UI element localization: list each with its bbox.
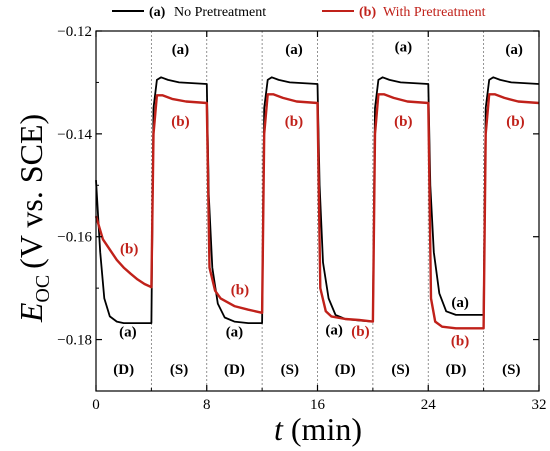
curve-annotation: (b): [231, 282, 249, 298]
series-lines: [94, 76, 540, 330]
phase-labels: (D) (S) (D) (S) (D) (S) (D) (S): [113, 362, 520, 378]
y-axis-subscript: OC: [32, 275, 54, 303]
y-tick-label: −0.14: [57, 127, 92, 143]
x-tick-label: 8: [203, 397, 211, 413]
phase-label: (S): [502, 362, 520, 378]
y-tick-label: −0.18: [57, 333, 92, 349]
phase-label: (D): [335, 362, 356, 378]
x-tick-label: 32: [532, 397, 547, 413]
phase-label: (S): [391, 362, 409, 378]
phase-label: (D): [113, 362, 134, 378]
legend: (a) No Pretreatment (b) With Pretreatmen…: [112, 5, 486, 20]
x-axis-title: t (min): [274, 411, 362, 447]
x-axis-symbol: t: [274, 411, 284, 447]
curve-annotation: (a): [505, 42, 523, 58]
phase-label: (S): [281, 362, 299, 378]
curve-annotation: (b): [285, 114, 303, 130]
curve-annotation: (b): [451, 334, 469, 350]
curve-annotation: (b): [394, 114, 412, 130]
curve-annotation: (a): [325, 322, 343, 338]
phase-label: (S): [170, 362, 188, 378]
x-axis: 0 8 16 24 32: [92, 31, 547, 413]
curve-annotation: (a): [285, 42, 303, 58]
phase-label: (D): [224, 362, 245, 378]
y-axis: −0.18 −0.16 −0.14 −0.12: [57, 24, 539, 392]
y-axis-title: EOC (V vs. SCE): [13, 114, 54, 323]
y-axis-unit: (V vs. SCE): [13, 114, 49, 269]
x-tick-label: 0: [92, 397, 100, 413]
curve-annotation: (b): [506, 114, 524, 130]
legend-marker-b: (b): [359, 5, 376, 20]
phase-label: (D): [446, 362, 467, 378]
curve-annotation: (b): [171, 114, 189, 130]
legend-label-a: No Pretreatment: [174, 5, 266, 20]
curve-annotation: (a): [172, 42, 190, 58]
x-axis-unit: (min): [291, 411, 362, 447]
legend-label-b: With Pretreatment: [383, 5, 486, 20]
y-axis-symbol: E: [13, 302, 49, 323]
curve-annotation: (a): [119, 324, 137, 340]
curve-annotation: (a): [451, 295, 469, 311]
x-tick-label: 24: [421, 397, 437, 413]
series-line-a: [95, 76, 540, 324]
legend-marker-a: (a): [149, 5, 166, 20]
curve-annotation: (b): [120, 242, 138, 258]
curve-annotation: (a): [226, 324, 244, 340]
annotations: (a) (b) (a) (b) (a) (b) (a) (b) (a) (b) (a) (b) (a) (…: [119, 40, 525, 350]
y-tick-label: −0.16: [57, 230, 92, 246]
x-tick-label: 16: [310, 397, 326, 413]
series-line-b: [94, 93, 540, 330]
curve-annotation: (a): [395, 40, 413, 56]
curve-annotation: (b): [351, 324, 369, 340]
y-tick-label: −0.12: [57, 24, 92, 40]
